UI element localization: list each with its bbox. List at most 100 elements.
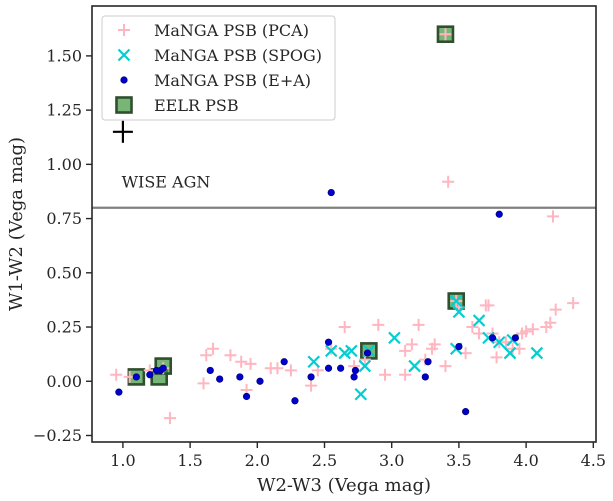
data-point — [482, 331, 495, 345]
axis-ticks: 1.0 1.5 2.0 2.5 3.0 3.5 4.0 4.5 −0.25 0.00 0.25 0.5… — [33, 46, 606, 470]
data-point — [388, 331, 401, 345]
legend-label: MaNGA PSB (E+A) — [154, 71, 311, 90]
wise-agn-label: WISE AGN — [122, 173, 211, 192]
data-point — [378, 368, 391, 381]
x-tick-label: 4.0 — [513, 451, 538, 470]
data-point — [439, 28, 452, 41]
data-point — [544, 316, 557, 329]
data-point — [428, 338, 441, 351]
legend-label: EELR PSB — [154, 96, 239, 115]
data-point — [236, 373, 244, 381]
data-point — [159, 364, 167, 372]
data-point — [146, 371, 154, 379]
data-point — [224, 349, 237, 362]
data-point — [363, 349, 372, 357]
data-point — [271, 362, 284, 375]
data-point — [358, 359, 372, 373]
data-point — [337, 364, 345, 372]
x-tick-label: 3.5 — [446, 451, 471, 470]
data-point — [256, 377, 264, 385]
data-point — [307, 355, 321, 369]
data-point — [405, 338, 418, 351]
y-tick-label: 1.50 — [46, 46, 82, 65]
data-point — [338, 321, 351, 334]
data-point — [325, 342, 338, 355]
data-point — [280, 358, 288, 366]
data-point — [439, 360, 452, 373]
y-tick-label: 1.00 — [46, 155, 82, 174]
data-point — [351, 366, 360, 375]
x-axis-label: W2-W3 (Vega mag) — [257, 475, 431, 496]
y-tick-label: −0.25 — [33, 426, 82, 445]
data-point — [399, 368, 412, 381]
x-tick-label: 1.5 — [177, 451, 202, 470]
legend-marker — [117, 48, 131, 62]
legend: MaNGA PSB (PCA) MaNGA PSB (SPOG) MaNGA PSB… — [101, 15, 336, 121]
data-point — [482, 299, 495, 312]
data-point — [520, 325, 533, 338]
data-point — [442, 175, 455, 188]
data-point — [216, 375, 224, 383]
series-dot — [115, 188, 519, 416]
y-tick-label: 0.75 — [46, 209, 82, 228]
data-point — [235, 355, 248, 368]
data-point — [472, 314, 486, 327]
x-tick-label: 2.0 — [245, 451, 270, 470]
data-point — [327, 188, 335, 197]
data-point — [490, 351, 503, 364]
y-tick-label: 0.25 — [46, 318, 82, 337]
data-point — [462, 408, 470, 416]
data-point — [466, 321, 479, 334]
plot-frame — [91, 5, 597, 443]
data-point — [421, 373, 429, 381]
data-point — [244, 357, 257, 370]
x-tick-label: 1.0 — [110, 451, 135, 470]
legend-label: MaNGA PSB (PCA) — [154, 21, 309, 40]
legend-box — [101, 15, 336, 121]
data-point — [242, 392, 251, 401]
data-point — [567, 297, 580, 310]
data-point — [424, 358, 432, 366]
data-point — [291, 397, 299, 405]
data-point — [132, 373, 140, 381]
data-point — [399, 344, 412, 357]
data-point — [284, 364, 297, 377]
y-tick-label: 1.25 — [46, 101, 82, 120]
x-tick-label: 3.0 — [379, 451, 404, 470]
y-tick-label: 0.50 — [46, 263, 82, 282]
data-point — [455, 342, 463, 351]
data-point — [546, 210, 559, 223]
legend-marker — [115, 96, 133, 114]
data-point — [324, 338, 333, 346]
legend-label: MaNGA PSB (SPOG) — [154, 46, 322, 65]
data-point — [338, 346, 351, 360]
data-point — [115, 388, 123, 396]
data-point — [503, 346, 517, 360]
data-point — [163, 412, 176, 425]
data-point — [488, 334, 497, 342]
series-x — [307, 294, 544, 401]
data-point — [372, 318, 385, 331]
error-bar-cross — [112, 120, 133, 143]
data-point — [452, 305, 466, 319]
data-point — [200, 349, 213, 362]
y-axis-label: W1-W2 (Vega mag) — [6, 137, 27, 311]
data-layer — [110, 25, 580, 425]
data-point — [530, 346, 544, 360]
data-point — [305, 379, 318, 392]
data-point — [197, 377, 210, 390]
data-point — [412, 318, 425, 331]
data-point — [511, 334, 519, 342]
y-tick-label: 0.00 — [46, 372, 82, 391]
data-point — [350, 373, 358, 381]
x-tick-label: 4.5 — [581, 451, 606, 470]
data-point — [345, 344, 358, 358]
data-point — [324, 364, 333, 372]
x-tick-label: 2.5 — [312, 451, 337, 470]
data-point — [307, 373, 315, 381]
data-point — [206, 366, 214, 375]
legend-marker — [118, 24, 130, 36]
data-point — [449, 294, 463, 308]
data-point — [324, 344, 338, 358]
